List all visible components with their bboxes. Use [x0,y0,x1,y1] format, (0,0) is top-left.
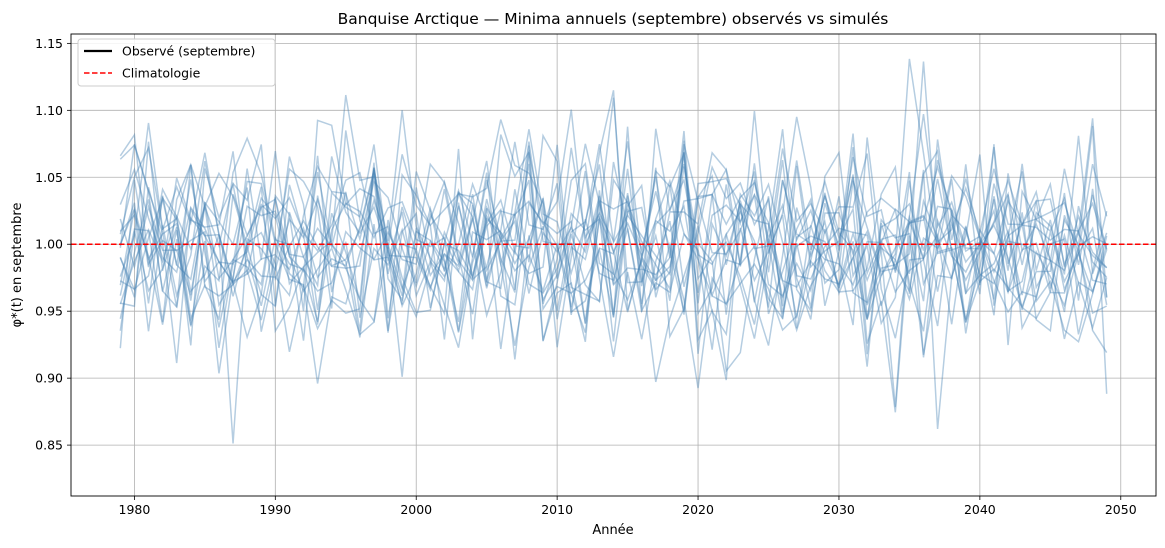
simulation-line-1 [119,126,1108,343]
x-tick-label: 2010 [541,502,573,517]
legend: Observé (septembre) Climatologie [77,38,276,87]
simulation-line-16 [119,133,1108,389]
x-tick-label: 2050 [1105,502,1137,517]
legend-observed-label: Observé (septembre) [122,44,255,59]
simulation-line-20 [119,141,1108,444]
simulation-line-15 [119,118,1108,374]
simulation-line-5 [119,128,1108,373]
x-tick-label: 1980 [119,502,151,517]
legend-box [77,38,276,87]
simulated-series [119,58,1108,444]
simulation-line-13 [120,140,1108,355]
simulation-line-4 [119,113,1108,408]
simulation-line-12 [119,141,1108,346]
plot-frame [70,33,1157,497]
simulation-line-11 [119,110,1108,381]
simulation-line-9 [119,132,1108,348]
x-tick-label: 2020 [682,502,714,517]
simulation-line-6 [119,97,1108,340]
x-tick-label: 1990 [259,502,291,517]
grid [71,34,1156,496]
simulation-line-17 [119,110,1108,413]
x-tick-label: 2040 [964,502,996,517]
y-tick-label: 1.15 [35,36,63,51]
simulation-line-19 [119,58,1108,328]
legend-climatology-label: Climatologie [122,66,201,81]
y-tick-label: 1.00 [35,237,63,252]
y-tick-label: 1.10 [35,103,63,118]
simulation-line-18 [119,122,1108,333]
y-tick-label: 0.85 [35,438,63,453]
simulation-line-7 [119,119,1107,430]
x-tick-label: 2000 [400,502,432,517]
simulation-line-2 [119,119,1108,358]
y-axis: 0.85 0.90 0.95 1.00 1.05 1.10 1.15 [35,36,71,453]
y-tick-label: 1.05 [35,170,63,185]
simulation-line-3 [119,129,1108,339]
simulation-line-10 [119,90,1108,394]
x-axis: 1980 1990 2000 2010 2020 2030 2040 2050 [119,496,1137,517]
simulation-line-8 [119,144,1108,360]
y-tick-label: 0.95 [35,304,63,319]
y-tick-label: 0.90 [35,371,63,386]
simulation-line-14 [119,61,1108,384]
chart-title: Banquise Arctique — Minima annuels (sept… [338,10,889,28]
x-tick-label: 2030 [823,502,855,517]
y-axis-title: φ*(t) en septembre [10,203,25,328]
x-axis-title: Année [592,523,633,538]
